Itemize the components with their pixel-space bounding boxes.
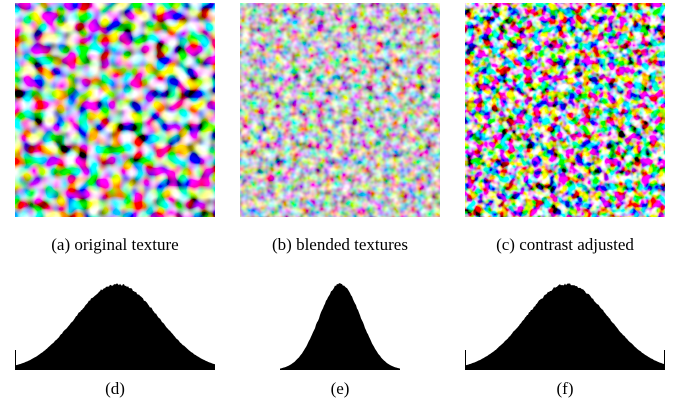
page: (a) original texture (b) blended texture… (0, 0, 688, 408)
histogram-shape (280, 283, 400, 370)
histograms (15, 283, 665, 370)
caption: (d) (105, 379, 125, 398)
texture-image (15, 3, 215, 217)
caption: (b) blended textures (272, 235, 408, 254)
caption: (a) original texture (51, 235, 178, 254)
histogram-shape (465, 283, 665, 370)
caption: (e) (331, 379, 350, 398)
caption: (c) contrast adjusted (496, 235, 634, 254)
histogram-shape (15, 283, 215, 370)
texture-image (465, 3, 665, 217)
texture-image (240, 3, 440, 217)
caption: (f) (557, 379, 574, 398)
figure: (a) original texture (b) blended texture… (0, 0, 688, 408)
